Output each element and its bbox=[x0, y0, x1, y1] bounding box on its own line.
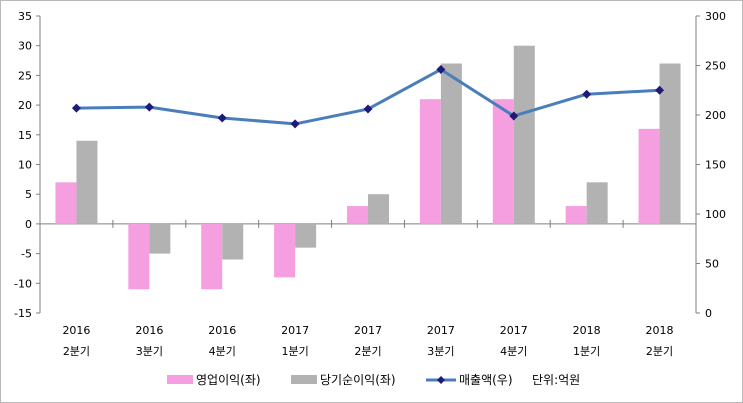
revenue-point bbox=[217, 113, 227, 123]
category-year-label: 2016 bbox=[62, 324, 90, 337]
right-tick-label: 250 bbox=[705, 60, 726, 73]
operating-profit-bar bbox=[419, 99, 441, 224]
left-tick-label: 30 bbox=[18, 40, 32, 53]
net-income-bar bbox=[513, 45, 535, 224]
category-quarter-label: 4분기 bbox=[500, 345, 527, 358]
category-year-label: 2018 bbox=[646, 324, 674, 337]
legend-label-revenue: 매출액(우) bbox=[459, 373, 513, 387]
revenue-line bbox=[76, 67, 660, 126]
legend-label-net-income: 당기순이익(좌) bbox=[320, 373, 396, 387]
revenue-point bbox=[144, 102, 154, 112]
operating-profit-bar bbox=[55, 182, 77, 224]
left-tick-label: -15 bbox=[14, 307, 32, 320]
left-tick-label: 25 bbox=[18, 69, 32, 82]
net-income-bar bbox=[76, 140, 98, 224]
category-quarter-label: 2분기 bbox=[646, 345, 673, 358]
left-tick-label: 20 bbox=[18, 99, 32, 112]
operating-profit-bar bbox=[492, 99, 514, 224]
legend-swatch-operating-profit bbox=[167, 375, 193, 384]
category-year-label: 2017 bbox=[354, 324, 382, 337]
legend-label-operating-profit: 영업이익(좌) bbox=[196, 373, 261, 387]
category-year-label: 2017 bbox=[281, 324, 309, 337]
left-tick-label: -5 bbox=[21, 248, 32, 261]
right-tick-label: 150 bbox=[705, 159, 726, 172]
revenue-point bbox=[655, 85, 665, 95]
legend-swatch-revenue-marker bbox=[437, 376, 445, 384]
operating-profit-bar bbox=[638, 128, 660, 224]
category-year-label: 2017 bbox=[427, 324, 455, 337]
category-quarter-label: 2분기 bbox=[354, 345, 381, 358]
net-income-bar bbox=[222, 223, 244, 260]
revenue-point bbox=[363, 104, 373, 114]
revenue-point bbox=[509, 111, 519, 121]
right-tick-label: 50 bbox=[705, 258, 719, 271]
net-income-bar bbox=[586, 182, 608, 224]
operating-profit-bar bbox=[201, 223, 223, 290]
category-quarter-label: 2분기 bbox=[63, 345, 90, 358]
right-tick-label: 100 bbox=[705, 208, 726, 221]
operating-profit-bar bbox=[274, 223, 296, 278]
category-year-label: 2017 bbox=[500, 324, 528, 337]
right-tick-label: 300 bbox=[705, 10, 726, 23]
left-tick-label: 35 bbox=[18, 10, 32, 23]
left-tick-label: 10 bbox=[18, 159, 32, 172]
legend-swatch-net-income bbox=[291, 375, 317, 384]
category-quarter-label: 4분기 bbox=[209, 345, 236, 358]
revenue-point bbox=[582, 89, 592, 99]
revenue-point bbox=[436, 64, 446, 74]
net-income-bar bbox=[440, 63, 462, 224]
category-quarter-label: 3분기 bbox=[136, 345, 163, 358]
revenue-point bbox=[71, 103, 81, 113]
net-income-bar bbox=[368, 194, 389, 224]
category-year-label: 2018 bbox=[573, 324, 601, 337]
operating-profit-bar bbox=[565, 206, 587, 224]
category-quarter-label: 3분기 bbox=[427, 345, 454, 358]
revenue-point bbox=[290, 119, 300, 129]
net-income-bar bbox=[295, 223, 317, 248]
right-tick-label: 200 bbox=[705, 109, 726, 122]
category-year-label: 2016 bbox=[208, 324, 236, 337]
legend-unit-note: 단위:억원 bbox=[532, 373, 580, 387]
net-income-bar bbox=[149, 223, 171, 254]
category-year-label: 2016 bbox=[135, 324, 163, 337]
right-tick-label: 0 bbox=[705, 307, 712, 320]
category-quarter-label: 1분기 bbox=[573, 345, 600, 358]
left-tick-label: 15 bbox=[18, 129, 32, 142]
category-quarter-label: 1분기 bbox=[281, 345, 308, 358]
operating-profit-bar bbox=[347, 206, 368, 224]
net-income-bar bbox=[659, 63, 681, 224]
left-tick-label: 5 bbox=[25, 188, 32, 201]
operating-profit-bar bbox=[128, 223, 150, 290]
left-tick-label: 0 bbox=[25, 218, 32, 231]
left-tick-label: -10 bbox=[14, 277, 32, 290]
